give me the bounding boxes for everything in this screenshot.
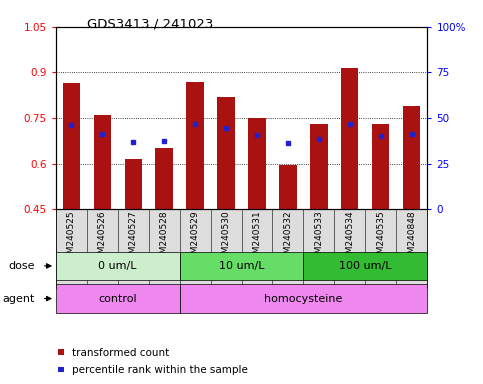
Text: percentile rank within the sample: percentile rank within the sample	[72, 365, 248, 375]
Bar	[341, 68, 358, 209]
Bar	[372, 124, 389, 209]
Text: 100 um/L: 100 um/L	[339, 261, 392, 271]
Text: control: control	[98, 293, 137, 304]
Text: agent: agent	[2, 293, 34, 304]
Bar	[156, 149, 172, 209]
Bar	[403, 106, 421, 209]
Bar	[94, 115, 111, 209]
Text: homocysteine: homocysteine	[264, 293, 342, 304]
Bar	[248, 118, 266, 209]
Text: GDS3413 / 241023: GDS3413 / 241023	[87, 17, 213, 30]
Bar	[280, 165, 297, 209]
Text: transformed count: transformed count	[72, 348, 170, 358]
Text: dose: dose	[8, 261, 34, 271]
Bar	[311, 124, 327, 209]
Bar	[62, 83, 80, 209]
Text: 10 um/L: 10 um/L	[219, 261, 264, 271]
Bar	[186, 81, 203, 209]
Bar	[217, 97, 235, 209]
Bar	[125, 159, 142, 209]
Text: 0 um/L: 0 um/L	[98, 261, 137, 271]
